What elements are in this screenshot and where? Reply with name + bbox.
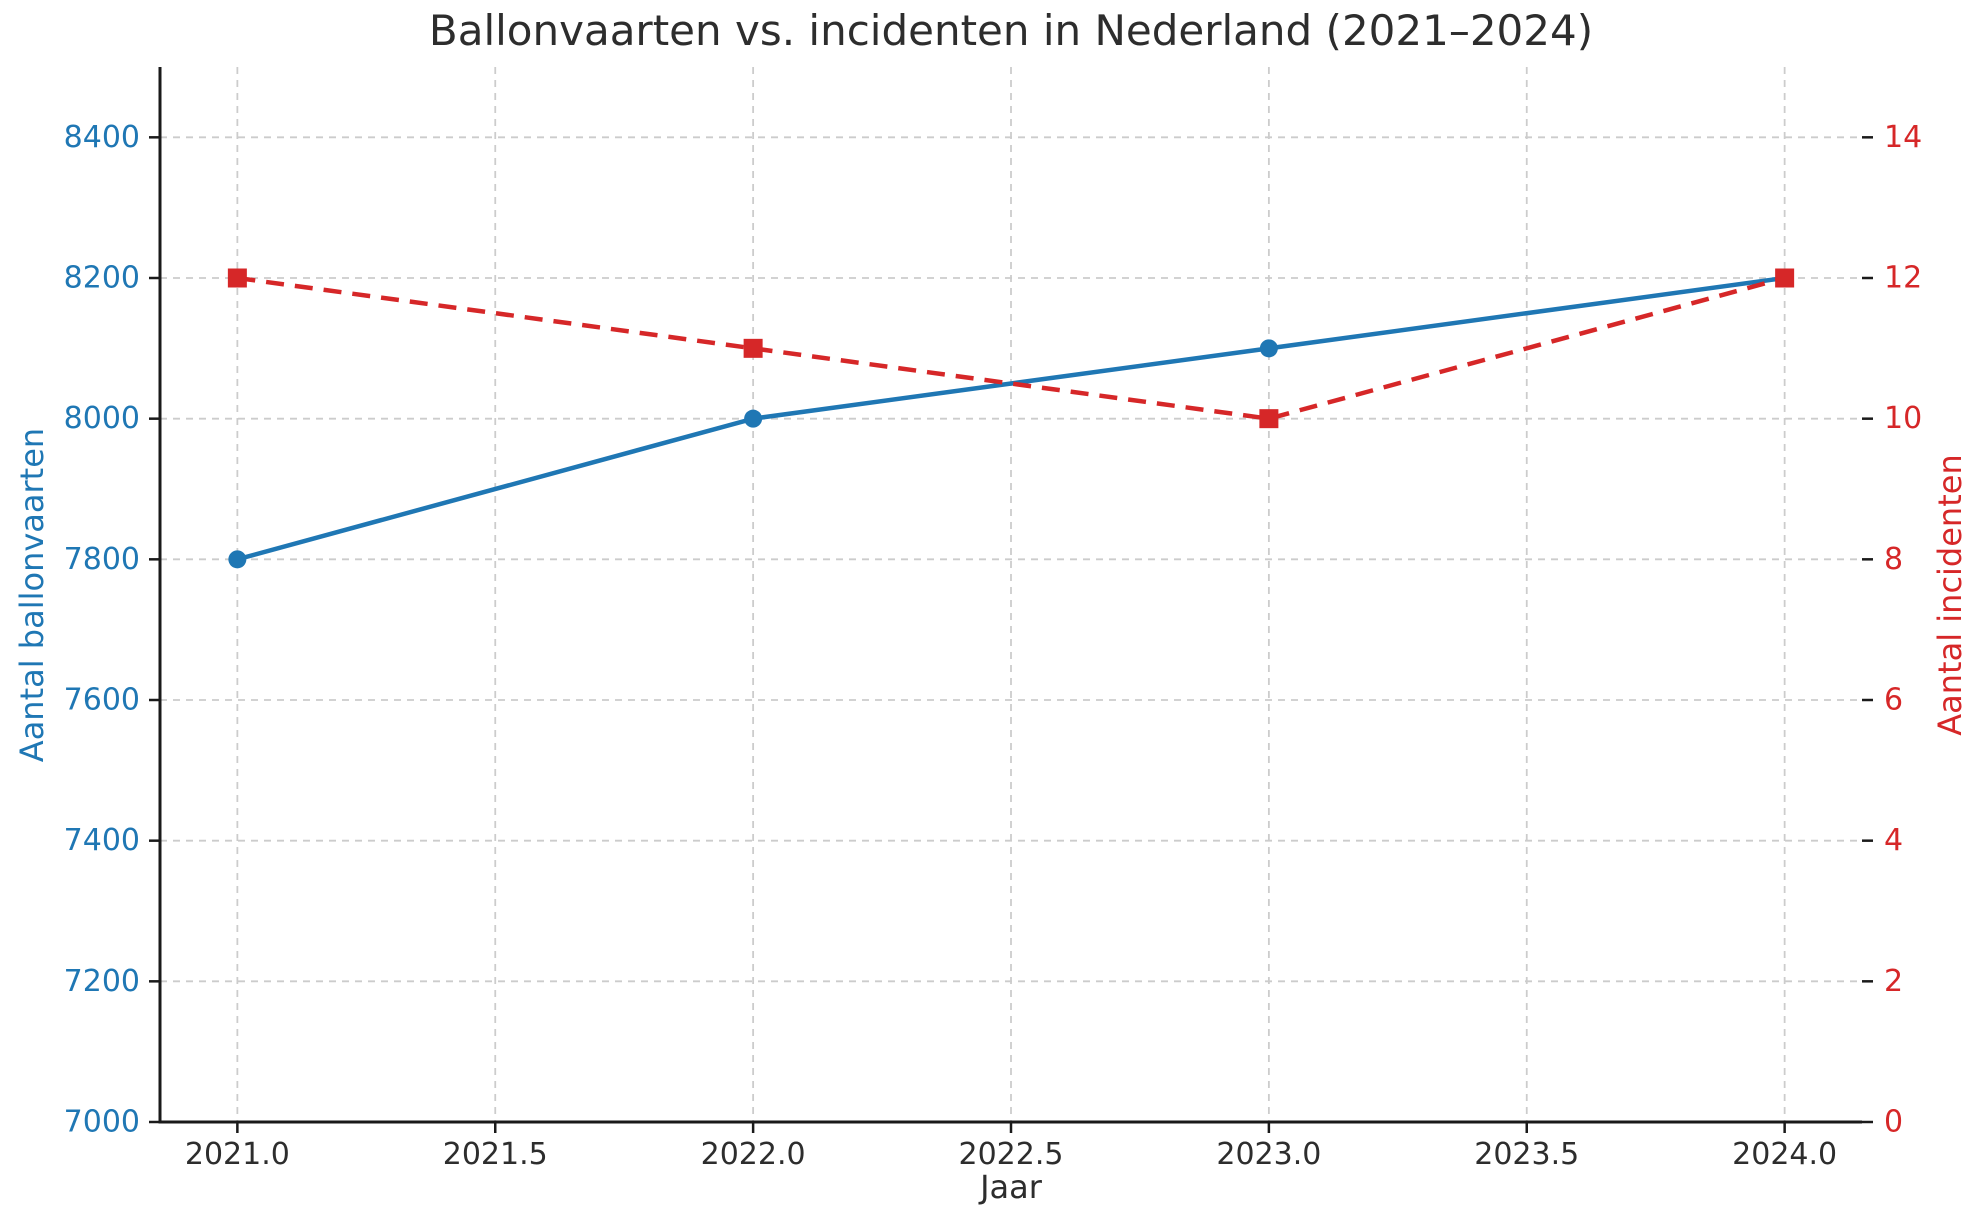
data-point-marker xyxy=(227,268,247,288)
x-tick-label: 2022.0 xyxy=(701,1137,806,1172)
right-y-tick-label: 6 xyxy=(1884,683,1903,718)
left-y-tick-label: 7600 xyxy=(64,683,140,718)
right-y-tick-label: 2 xyxy=(1884,964,1903,999)
right-y-tick-label: 0 xyxy=(1884,1105,1903,1140)
x-tick-label: 2021.0 xyxy=(185,1137,290,1172)
data-point-marker xyxy=(1259,409,1279,429)
left-y-tick-label: 7800 xyxy=(64,542,140,577)
right-y-tick-label: 12 xyxy=(1884,261,1922,296)
left-y-tick-label: 8400 xyxy=(64,120,140,155)
left-y-tick-label: 8000 xyxy=(64,401,140,436)
right-y-tick-label: 10 xyxy=(1884,401,1922,436)
left-y-tick-label: 7200 xyxy=(64,964,140,999)
series-line-left xyxy=(236,275,1785,562)
data-point-marker xyxy=(744,409,763,428)
left-y-tick-label: 7000 xyxy=(64,1105,140,1140)
series-line-right xyxy=(237,275,1786,421)
data-point-marker xyxy=(228,550,247,569)
left-y-tick-label: 7400 xyxy=(64,823,140,858)
left-y-tick-label: 8200 xyxy=(64,261,140,296)
x-tick-label: 2024.0 xyxy=(1732,1137,1837,1172)
x-tick-label: 2022.5 xyxy=(959,1137,1064,1172)
x-axis-label: Jaar xyxy=(980,1168,1042,1206)
data-point-marker xyxy=(743,338,763,358)
chart-title: Ballonvaarten vs. incidenten in Nederlan… xyxy=(428,6,1594,55)
x-tick-label: 2023.5 xyxy=(1474,1137,1579,1172)
data-point-marker xyxy=(1775,268,1795,288)
right-y-tick-label: 8 xyxy=(1884,542,1903,577)
right-y-tick-label: 4 xyxy=(1884,823,1903,858)
x-tick-label: 2023.0 xyxy=(1216,1137,1321,1172)
data-point-marker xyxy=(1259,339,1278,358)
x-tick-label: 2021.5 xyxy=(443,1137,548,1172)
right-y-tick-label: 14 xyxy=(1884,120,1922,155)
